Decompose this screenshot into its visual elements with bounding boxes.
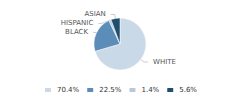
svg-text:BLACK: BLACK xyxy=(65,28,88,36)
svg-text:ASIAN: ASIAN xyxy=(84,10,105,18)
svg-text:1.4%: 1.4% xyxy=(141,86,159,94)
svg-text:5.6%: 5.6% xyxy=(179,86,197,94)
svg-text:22.5%: 22.5% xyxy=(99,86,122,94)
svg-text:WHITE: WHITE xyxy=(153,58,176,66)
svg-text:70.4%: 70.4% xyxy=(57,86,80,94)
svg-text:HISPANIC: HISPANIC xyxy=(61,19,94,27)
